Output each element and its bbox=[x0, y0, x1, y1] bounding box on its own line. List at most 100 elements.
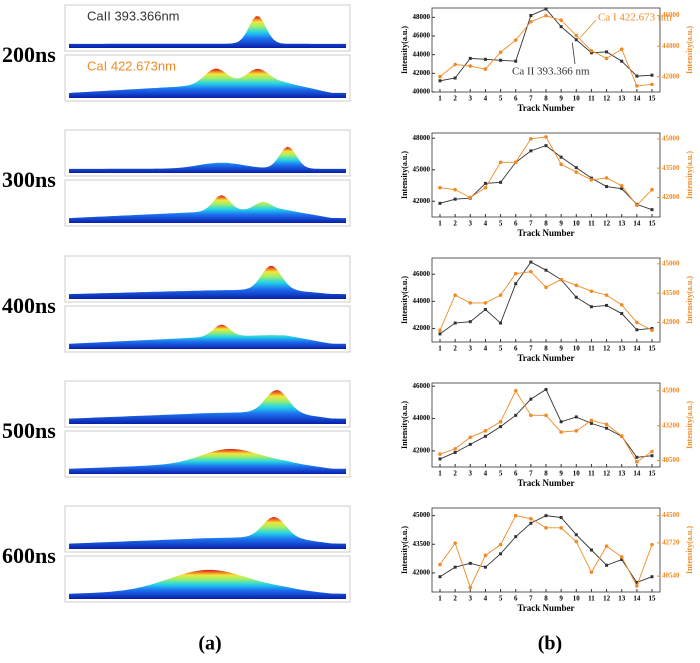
y-tick-label: 42000 bbox=[413, 324, 431, 332]
point bbox=[620, 187, 624, 191]
point bbox=[559, 18, 563, 23]
y2-tick-label: 45000 bbox=[662, 134, 680, 142]
x-tick-label: 4 bbox=[484, 220, 488, 228]
point bbox=[529, 13, 533, 17]
point bbox=[453, 450, 457, 454]
point bbox=[559, 526, 563, 530]
x-tick-label: 10 bbox=[573, 220, 581, 228]
point bbox=[619, 183, 624, 188]
point bbox=[650, 73, 654, 77]
point bbox=[438, 575, 442, 579]
x-tick-label: 2 bbox=[453, 470, 457, 478]
point bbox=[574, 38, 578, 42]
point bbox=[589, 570, 594, 574]
point bbox=[453, 565, 457, 569]
y-tick-label: 42000 bbox=[413, 569, 431, 577]
point bbox=[498, 160, 503, 165]
point bbox=[514, 282, 518, 286]
y2-tick-label: 42000 bbox=[662, 72, 680, 80]
point bbox=[574, 283, 579, 288]
x-tick-label: 11 bbox=[588, 470, 595, 478]
point bbox=[453, 447, 457, 451]
point bbox=[604, 56, 609, 61]
point bbox=[619, 555, 624, 559]
point bbox=[438, 79, 442, 83]
point bbox=[589, 289, 594, 294]
point bbox=[453, 321, 457, 325]
point bbox=[635, 84, 639, 88]
image-label: CaII 393.366nm bbox=[87, 8, 180, 23]
y2-axis-label: Intensity(a.u.) bbox=[685, 26, 694, 74]
x-tick-label: 10 bbox=[573, 345, 581, 353]
x-tick-label: 9 bbox=[559, 95, 563, 103]
point bbox=[635, 74, 639, 78]
x-axis-label: Track Number bbox=[517, 478, 574, 488]
delay-label: 600ns bbox=[2, 543, 56, 568]
point bbox=[620, 558, 624, 562]
series-line bbox=[439, 389, 653, 463]
x-tick-label: 6 bbox=[514, 345, 518, 353]
y-axis-label: Intensity(a.u.) bbox=[400, 526, 409, 574]
point bbox=[589, 548, 593, 552]
point bbox=[604, 544, 609, 548]
x-tick-label: 10 bbox=[573, 595, 581, 603]
x-tick-label: 8 bbox=[544, 595, 548, 603]
point bbox=[559, 420, 563, 424]
point bbox=[529, 149, 533, 153]
point bbox=[483, 301, 488, 305]
point bbox=[498, 419, 503, 424]
x-axis-label: Track Number bbox=[517, 103, 574, 113]
y2-axis-label: Intensity(a.u.) bbox=[685, 151, 694, 199]
point bbox=[635, 460, 639, 464]
point bbox=[589, 305, 593, 309]
point bbox=[453, 197, 457, 201]
point bbox=[574, 533, 578, 537]
point bbox=[589, 178, 594, 182]
surface bbox=[69, 68, 346, 98]
surface bbox=[69, 569, 346, 599]
panel-label: (a) bbox=[198, 633, 221, 655]
point bbox=[574, 295, 578, 299]
point bbox=[620, 312, 624, 316]
point bbox=[650, 326, 654, 330]
legend-entry: Ca II 393.366 nm bbox=[512, 66, 590, 78]
y-axis-label: Intensity(a.u.) bbox=[400, 276, 409, 324]
point bbox=[544, 285, 548, 290]
point bbox=[635, 203, 639, 208]
point bbox=[438, 185, 442, 190]
image-label: CaI 422.673nm bbox=[87, 58, 176, 73]
point bbox=[650, 328, 654, 333]
x-tick-label: 13 bbox=[618, 345, 626, 353]
x-tick-label: 2 bbox=[453, 595, 457, 603]
y-axis-label: Intensity(a.u.) bbox=[400, 401, 409, 449]
point bbox=[544, 526, 548, 530]
y2-tick-label: 40540 bbox=[662, 572, 680, 580]
point bbox=[619, 303, 624, 307]
point bbox=[635, 455, 639, 459]
series-line bbox=[439, 261, 653, 335]
x-tick-label: 1 bbox=[438, 220, 442, 228]
x-tick-label: 6 bbox=[514, 95, 518, 103]
point bbox=[605, 50, 609, 54]
point bbox=[574, 415, 578, 419]
x-tick-label: 3 bbox=[469, 345, 473, 353]
delay-label: 300ns bbox=[2, 167, 56, 192]
x-tick-label: 1 bbox=[438, 345, 442, 353]
point bbox=[650, 454, 654, 458]
x-tick-label: 14 bbox=[633, 595, 641, 603]
y-tick-label: 42000 bbox=[413, 197, 431, 205]
point bbox=[529, 260, 533, 264]
x-tick-label: 1 bbox=[438, 595, 442, 603]
point bbox=[559, 277, 563, 282]
x-tick-label: 14 bbox=[633, 470, 641, 478]
y2-tick-label: 45000 bbox=[662, 259, 680, 267]
point bbox=[453, 293, 457, 297]
point bbox=[513, 160, 518, 165]
point bbox=[544, 144, 548, 148]
surface bbox=[69, 16, 346, 48]
point bbox=[559, 516, 563, 520]
point bbox=[544, 7, 548, 11]
y2-axis-label: Intensity(a.u.) bbox=[685, 276, 694, 324]
x-tick-label: 11 bbox=[588, 95, 595, 103]
surface bbox=[69, 195, 346, 223]
